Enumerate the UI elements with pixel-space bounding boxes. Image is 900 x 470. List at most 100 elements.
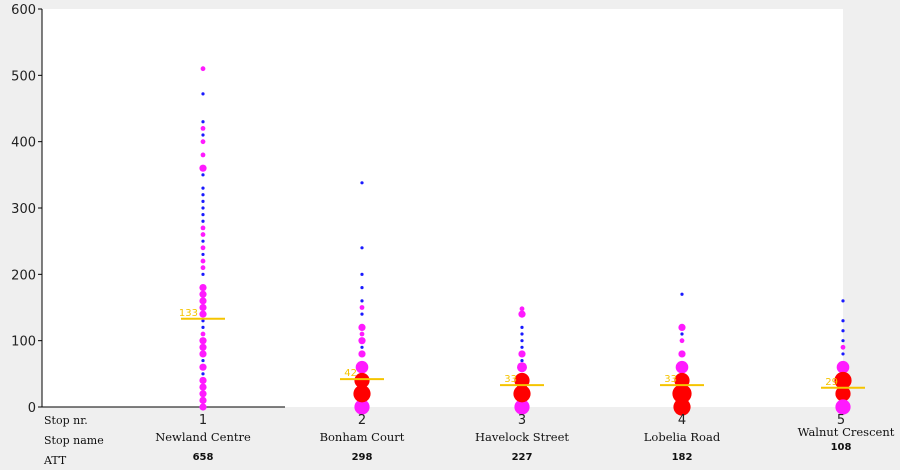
data-point	[841, 352, 845, 356]
data-point	[199, 383, 207, 391]
stop-name-label: Walnut Crescent	[798, 425, 895, 439]
data-point	[200, 66, 206, 72]
att-value-label: 227	[512, 452, 533, 463]
data-point	[841, 299, 845, 303]
row-label-att: ATT	[43, 454, 67, 467]
average-label: 33	[504, 374, 517, 385]
data-point	[354, 372, 370, 389]
stop-number-label: 2	[358, 413, 366, 428]
data-point	[201, 133, 205, 137]
stop-number-label: 5	[837, 413, 845, 428]
data-point	[834, 371, 852, 390]
data-point	[679, 338, 685, 344]
data-point	[200, 265, 206, 271]
data-point	[201, 199, 205, 203]
data-point	[514, 399, 530, 415]
data-point	[836, 360, 850, 374]
att-value-label: 182	[672, 452, 693, 463]
data-point	[201, 206, 205, 210]
average-label: 42	[344, 368, 357, 379]
y-tick-label: 500	[11, 69, 36, 84]
data-point	[199, 310, 207, 318]
stop-name-label: Havelock Street	[475, 430, 569, 444]
y-axis: 0 100 200 300 400 500 600	[11, 3, 285, 416]
data-point	[520, 325, 524, 329]
stop-name-label: Newland Centre	[155, 430, 251, 444]
data-point	[835, 399, 851, 415]
data-point	[201, 173, 205, 177]
data-point	[680, 292, 684, 296]
data-point	[360, 272, 364, 276]
data-point	[518, 310, 526, 318]
data-point	[355, 360, 369, 374]
stop-name-label: Bonham Court	[320, 430, 405, 444]
data-point	[199, 297, 207, 305]
data-point	[199, 363, 207, 371]
plot-area	[42, 9, 843, 407]
row-label-stop-nr: Stop nr.	[44, 414, 88, 427]
data-point	[517, 362, 527, 373]
data-point	[200, 225, 206, 231]
data-point	[199, 350, 207, 358]
y-tick-label: 400	[11, 136, 36, 151]
stop-name-label: Lobelia Road	[644, 430, 721, 444]
stop-number-label: 1	[199, 413, 207, 428]
data-point	[199, 376, 207, 385]
data-point	[200, 139, 206, 145]
y-tick-label: 100	[11, 335, 36, 350]
average-markers: 133 42 33 33 29	[179, 308, 865, 389]
data-point	[201, 325, 205, 329]
data-point	[199, 290, 207, 298]
data-point	[680, 332, 684, 336]
x-axis-rows: Stop nr. Stop name ATT 1 Newland Centre 65…	[43, 413, 895, 467]
data-point	[354, 399, 370, 415]
data-point	[359, 305, 365, 310]
data-point	[360, 181, 364, 185]
data-point	[360, 299, 364, 303]
y-tick-label: 300	[11, 202, 36, 217]
data-point	[841, 339, 845, 343]
average-label: 29	[825, 377, 838, 388]
data-point	[201, 213, 205, 217]
data-point	[675, 360, 689, 374]
data-point	[520, 345, 524, 349]
att-value-label: 658	[193, 452, 214, 463]
data-point	[199, 337, 207, 345]
data-point	[201, 319, 205, 323]
y-tick-label: 600	[11, 3, 36, 18]
data-point	[199, 396, 207, 404]
data-point	[519, 306, 525, 312]
data-point	[199, 303, 207, 312]
data-point	[835, 386, 851, 402]
data-point	[360, 246, 364, 250]
data-point	[200, 245, 206, 251]
data-point	[353, 385, 371, 403]
data-point	[520, 339, 524, 343]
data-point	[360, 286, 364, 290]
stop-number-label: 4	[678, 413, 686, 428]
data-point	[200, 125, 206, 131]
data-point	[518, 350, 526, 358]
data-point	[201, 219, 205, 223]
data-point	[673, 398, 691, 416]
row-label-stop-name: Stop name	[44, 434, 104, 447]
data-point	[199, 164, 207, 172]
data-point	[201, 372, 205, 376]
data-point	[199, 284, 207, 292]
data-point	[201, 358, 205, 363]
data-point	[201, 193, 205, 197]
data-point	[360, 345, 364, 349]
data-point	[358, 337, 366, 345]
data-point	[672, 384, 692, 404]
average-label: 133	[179, 308, 198, 319]
y-tick-label: 200	[11, 268, 36, 283]
data-point	[201, 186, 205, 190]
data-point	[358, 323, 366, 331]
data-point	[200, 258, 206, 264]
att-value-label: 108	[831, 442, 852, 453]
data-point	[199, 403, 207, 411]
data-point	[840, 344, 846, 350]
y-tick-label: 0	[28, 401, 36, 416]
